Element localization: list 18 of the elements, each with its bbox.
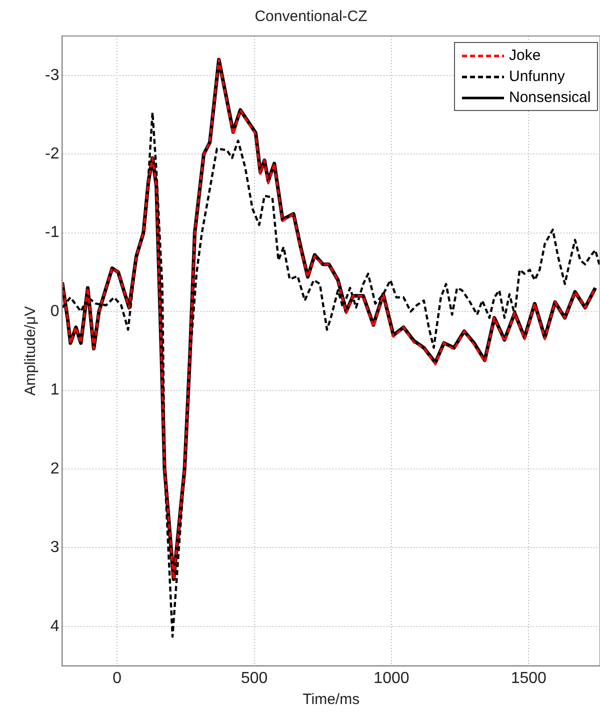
x-tick-label: 500 [240,670,268,687]
y-tick-label: -2 [44,145,60,162]
x-tick-label: 1500 [510,670,547,687]
y-tick-label: -1 [44,224,60,242]
y-tick-label: 4 [50,618,60,635]
y-tick-label: 3 [50,539,60,556]
legend-label: Nonsensical [509,88,591,108]
y-tick-label: -3 [44,66,60,84]
legend-label: Joke [509,46,541,66]
x-axis-title: Time/ms [302,691,360,708]
y-tick-label: 0 [50,302,60,320]
x-tick-label: 0 [112,670,122,687]
x-tick-label: 1000 [374,670,410,687]
legend-label: Unfunny [509,67,565,87]
chart-title: Conventional-CZ [254,8,368,26]
y-tick-label: 1 [50,382,60,399]
y-axis-title: Amplitude/μV [22,306,40,396]
y-tick-label: 2 [50,460,60,478]
